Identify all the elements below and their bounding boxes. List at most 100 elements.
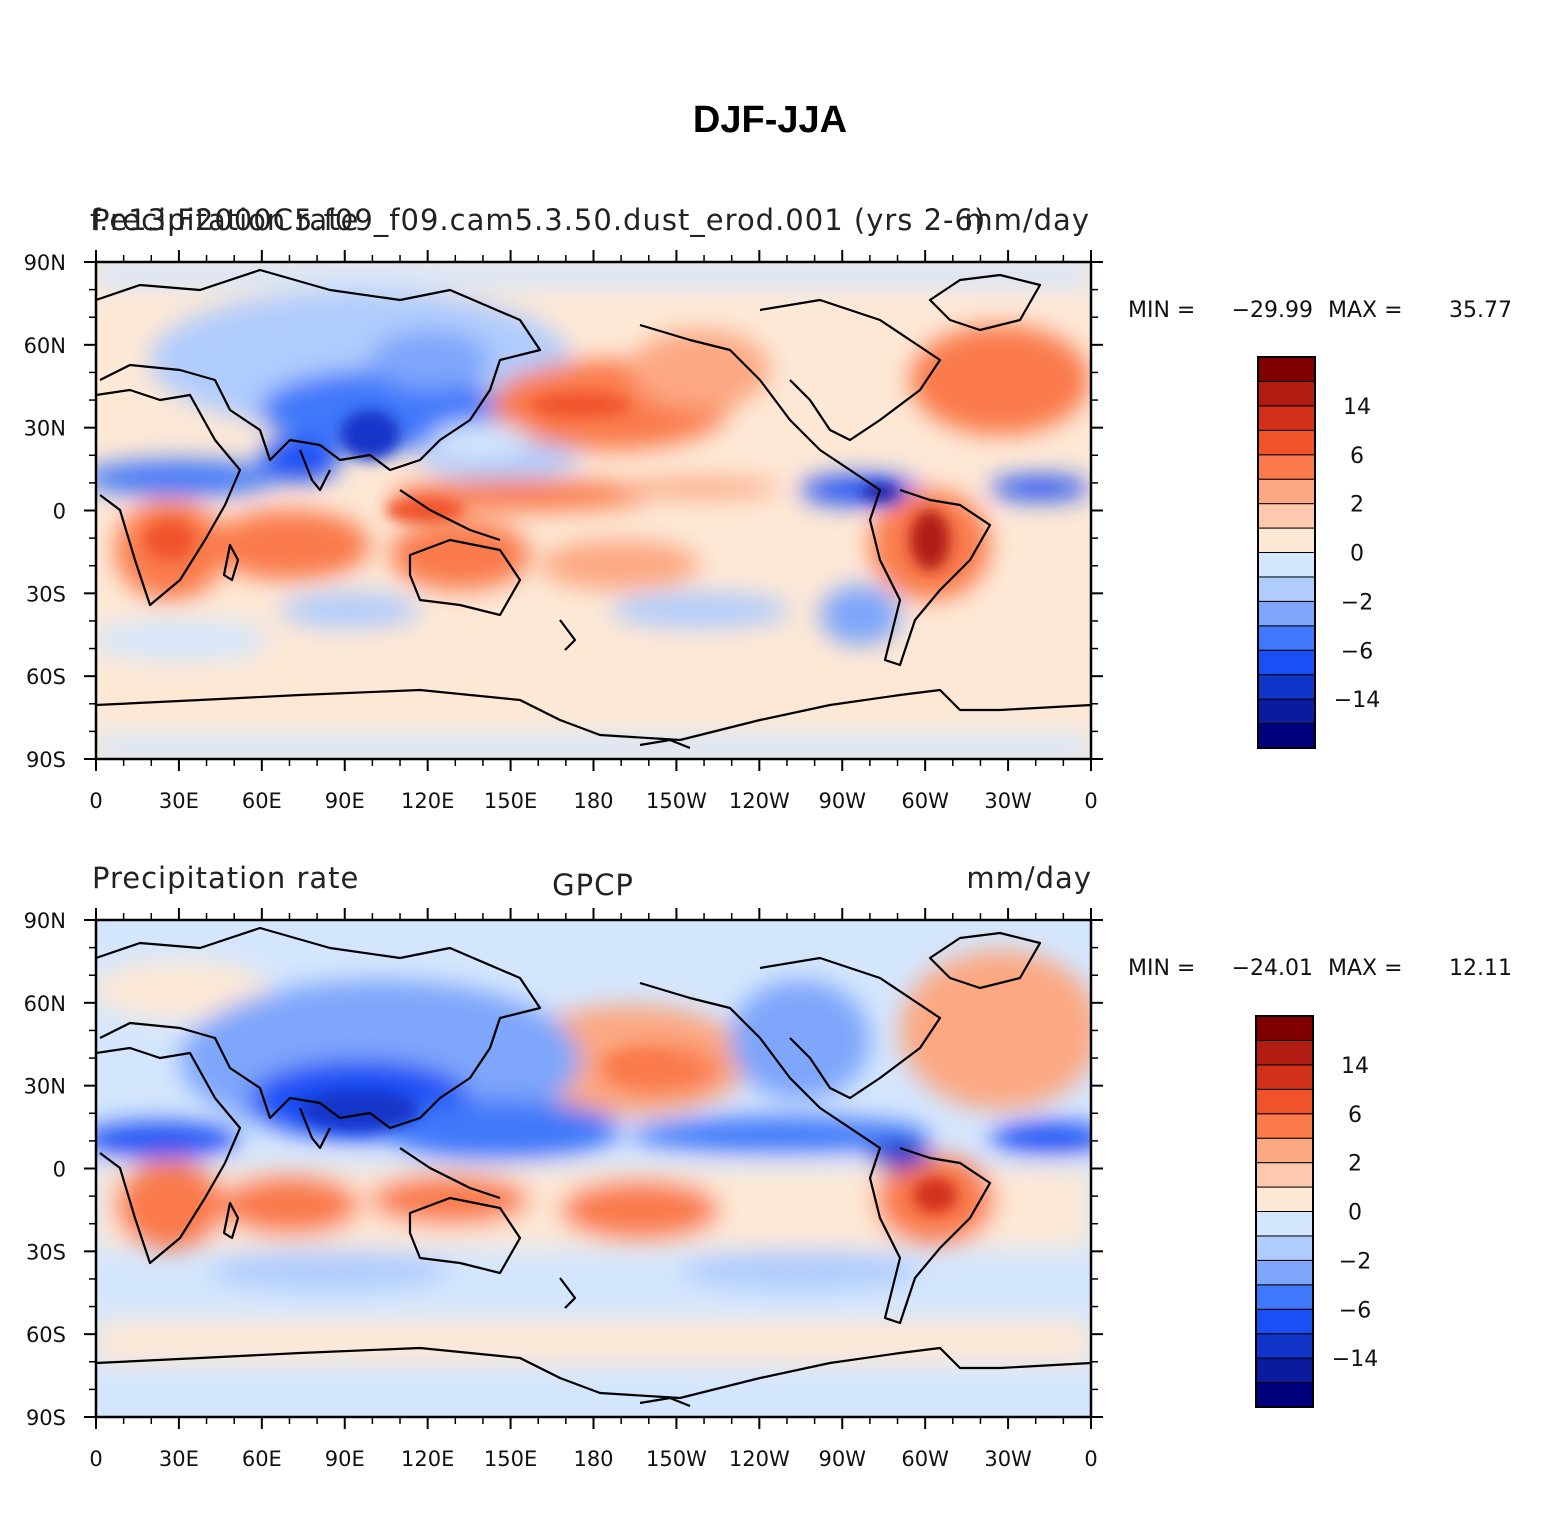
colorbar-label: 14: [1343, 395, 1371, 420]
colorbar-swatch: [1255, 1039, 1314, 1066]
x-tick-label: 150W: [646, 1447, 707, 1471]
figure-title: DJF-JJA: [693, 99, 847, 141]
x-tick-label: 150W: [646, 789, 707, 813]
panel-2-min-label: MIN =: [1128, 956, 1195, 981]
x-tick-label: 150E: [484, 1447, 537, 1471]
x-tick-label: 0: [89, 1447, 102, 1471]
x-tick-label: 180: [573, 1447, 613, 1471]
x-tick-label: 60E: [242, 1447, 282, 1471]
x-tick-label: 30E: [159, 789, 199, 813]
panel-2-coastlines: [96, 926, 1091, 1408]
colorbar-label: 2: [1350, 493, 1364, 518]
panel-1-max-value: 35.77: [1449, 298, 1512, 323]
colorbar-swatch: [1257, 625, 1316, 651]
panel-2-colorbar: 14 6 2 0 −2 −6 −14: [1255, 1015, 1378, 1408]
colorbar-label: −6: [1341, 639, 1373, 664]
y-tick-label: 60S: [26, 1323, 66, 1347]
colorbar-swatch: [1257, 649, 1316, 676]
colorbar-swatch: [1255, 1015, 1314, 1041]
colorbar-label: −14: [1334, 688, 1380, 713]
x-tick-label: 90W: [819, 1447, 867, 1471]
colorbar-swatch: [1257, 356, 1316, 382]
x-tick-label: 90W: [819, 789, 867, 813]
x-tick-label: 30E: [159, 1447, 199, 1471]
colorbar-swatch: [1257, 478, 1316, 505]
colorbar-swatch: [1255, 1186, 1314, 1212]
y-tick-label: 60S: [26, 665, 66, 689]
colorbar-swatch: [1257, 380, 1316, 407]
colorbar-label: 6: [1348, 1103, 1362, 1128]
colorbar-swatch: [1255, 1211, 1314, 1237]
x-tick-label: 90E: [325, 789, 365, 813]
x-tick-label: 120W: [729, 789, 790, 813]
x-tick-label: 30W: [984, 789, 1032, 813]
x-tick-label: 180: [573, 789, 613, 813]
x-tick-label: 120W: [729, 1447, 790, 1471]
colorbar-swatch: [1255, 1235, 1314, 1261]
colorbar-swatch: [1257, 552, 1316, 578]
colorbar-label: −2: [1341, 590, 1373, 615]
x-tick-label: 0: [1084, 789, 1097, 813]
panel-2-max-label: MAX =: [1328, 956, 1403, 981]
y-tick-label: 0: [53, 1158, 66, 1182]
panel-1-field: [96, 262, 1091, 759]
panel-2-field: [96, 920, 1091, 1417]
panel-gpcp: Precipitation rate GPCP mm/day: [24, 861, 1512, 1471]
colorbar-label: −2: [1339, 1249, 1371, 1274]
panel-1-max-label: MAX =: [1328, 298, 1403, 323]
y-tick-label: 60N: [24, 992, 66, 1016]
colorbar-swatch: [1257, 698, 1316, 725]
y-tick-label: 90N: [24, 251, 66, 275]
colorbar-swatch: [1255, 1357, 1314, 1384]
colorbar-swatch: [1257, 527, 1316, 553]
colorbar-swatch: [1255, 1088, 1314, 1115]
x-tick-label: 120E: [401, 1447, 454, 1471]
panel-1-ticks: 0 30E 60E 90E 120E 150E 180 150W 120W 90W 60W 30W 09…: [24, 250, 1103, 813]
y-tick-label: 30S: [26, 582, 66, 606]
colorbar-swatch: [1257, 723, 1316, 749]
panel-1-left-title: Precipitation rate: [92, 203, 359, 237]
panel-2-min-value: −24.01: [1232, 956, 1313, 981]
y-tick-label: 60N: [24, 334, 66, 358]
y-tick-label: 90S: [26, 1406, 66, 1430]
y-tick-label: 90N: [24, 909, 66, 933]
panel-1-center-title: f.e13.F2000C5.f09_f09.cam5.3.50.dust_ero…: [90, 203, 986, 237]
colorbar-label: −6: [1339, 1298, 1371, 1323]
panel-1-colorbar: 14 6 2 0 −2 −6 −14: [1257, 356, 1380, 749]
panel-2-right-title: mm/day: [966, 861, 1092, 895]
panel-1-coastlines: [96, 268, 1091, 750]
x-tick-label: 60W: [901, 1447, 949, 1471]
x-tick-label: 0: [89, 789, 102, 813]
y-tick-label: 30N: [24, 1075, 66, 1099]
colorbar-label: 6: [1350, 444, 1364, 469]
panel-1-right-title: mm/day: [964, 203, 1090, 237]
colorbar-swatch: [1255, 1333, 1314, 1359]
colorbar-label: 2: [1348, 1152, 1362, 1177]
panel-2-center-title: GPCP: [552, 868, 634, 902]
colorbar-swatch: [1255, 1137, 1314, 1164]
colorbar-label: 0: [1350, 542, 1364, 567]
colorbar-swatch: [1257, 429, 1316, 456]
x-tick-label: 90E: [325, 1447, 365, 1471]
y-tick-label: 30S: [26, 1240, 66, 1264]
x-tick-label: 30W: [984, 1447, 1032, 1471]
y-tick-label: 0: [53, 500, 66, 524]
x-tick-label: 0: [1084, 1447, 1097, 1471]
panel-1-min-value: −29.99: [1232, 298, 1313, 323]
panel-2-max-value: 12.11: [1449, 956, 1512, 981]
panel-1-min-label: MIN =: [1128, 298, 1195, 323]
colorbar-swatch: [1255, 1259, 1314, 1286]
colorbar-swatch: [1257, 600, 1316, 627]
x-tick-label: 60W: [901, 789, 949, 813]
colorbar-swatch: [1255, 1284, 1314, 1310]
x-tick-label: 120E: [401, 789, 454, 813]
colorbar-swatch: [1255, 1162, 1314, 1188]
colorbar-swatch: [1255, 1064, 1314, 1090]
colorbar-swatch: [1257, 576, 1316, 602]
y-tick-label: 30N: [24, 417, 66, 441]
panel-2-ticks: 0 30E 60E 90E 120E 150E 180 150W 120W 90W 60W 30W 09…: [24, 908, 1103, 1471]
colorbar-swatch: [1257, 503, 1316, 529]
colorbar-outline: [1255, 1015, 1314, 1408]
x-tick-label: 60E: [242, 789, 282, 813]
